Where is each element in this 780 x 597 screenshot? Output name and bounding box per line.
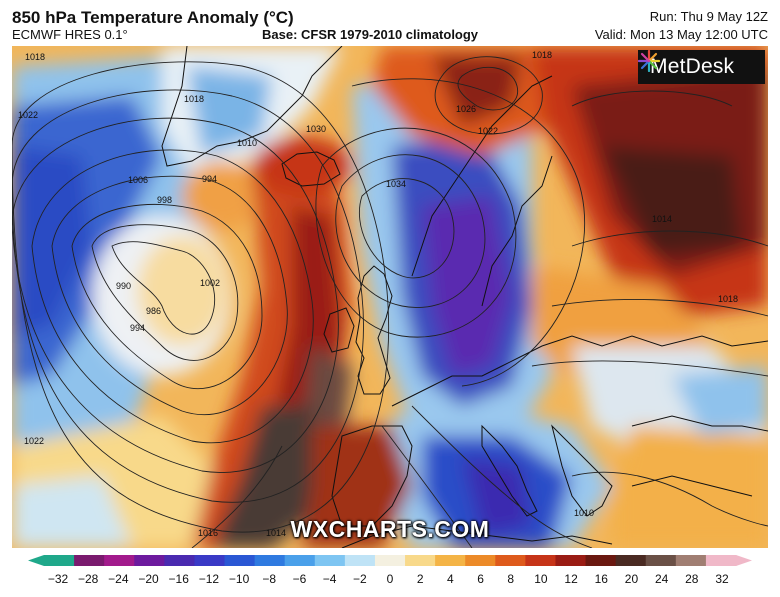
scale-tick-label: 28 <box>685 572 699 586</box>
scale-swatch <box>645 555 677 566</box>
isobar-label: 1018 <box>184 94 204 104</box>
isobars <box>12 56 768 548</box>
scale-swatch <box>44 555 75 566</box>
scale-tick-label: 32 <box>715 572 729 586</box>
scale-swatch <box>675 555 707 566</box>
metdesk-star-icon <box>638 50 660 72</box>
isobar-label: 1002 <box>200 278 220 288</box>
model-label: ECMWF HRES 0.1° <box>12 27 128 42</box>
isobar-label: 1018 <box>532 50 552 60</box>
valid-time-label: Valid: Mon 13 May 12:00 UTC <box>594 27 768 42</box>
isobar-label: 1014 <box>652 214 672 224</box>
isobar-label: 1030 <box>306 124 326 134</box>
color-scale: −32 −28 −24 −20 −16 −12 −10 −8 −6 −4 −2 0 2 4 6 8 10 12 16… <box>0 550 780 597</box>
scale-tick-label: 10 <box>534 572 548 586</box>
scale-swatch <box>74 555 105 566</box>
isobar-label: 1010 <box>237 138 257 148</box>
scale-tick-label: 6 <box>477 572 484 586</box>
scale-swatch <box>555 555 587 566</box>
scale-tick-label: −10 <box>229 572 250 586</box>
scale-tick-label: 20 <box>625 572 639 586</box>
coastlines <box>161 46 768 548</box>
map-field: 1018 1022 1018 1010 994 1006 998 990 986… <box>12 46 768 548</box>
isobar-label: 1018 <box>25 52 45 62</box>
metdesk-logo-text: MetDesk <box>650 55 735 78</box>
metdesk-logo: MetDesk <box>638 50 765 84</box>
isobar-label: 1022 <box>18 110 38 120</box>
scale-swatch <box>705 555 737 566</box>
header: 850 hPa Temperature Anomaly (°C) ECMWF H… <box>0 0 780 46</box>
scale-tick-label: −4 <box>323 572 337 586</box>
anomaly-map: 1018 1022 1018 1010 994 1006 998 990 986… <box>12 46 768 548</box>
isobar-label: 994 <box>130 323 145 333</box>
scale-tick-label: 12 <box>564 572 578 586</box>
scale-tick-label: −32 <box>48 572 69 586</box>
scale-swatch <box>465 555 496 566</box>
scale-tick-label: −28 <box>78 572 99 586</box>
isobar-labels: 1018 1022 1018 1010 994 1006 998 990 986… <box>18 50 738 538</box>
scale-swatch <box>344 555 376 566</box>
isobar-label: 998 <box>157 195 172 205</box>
isobar-label: 990 <box>116 281 131 291</box>
scale-swatch <box>134 555 165 566</box>
scale-arrow-left <box>28 555 44 566</box>
scale-tick-label: −20 <box>138 572 159 586</box>
isobar-label: 1018 <box>718 294 738 304</box>
scale-swatch <box>254 555 286 566</box>
isobar-label: 1034 <box>386 179 406 189</box>
isobar-label: 1006 <box>128 175 148 185</box>
scale-swatch <box>585 555 617 566</box>
scale-swatch <box>435 555 466 566</box>
scale-tick-label: 16 <box>595 572 609 586</box>
scale-tick-label: −12 <box>199 572 220 586</box>
scale-swatch <box>194 555 226 566</box>
isobar-label: 1022 <box>24 436 44 446</box>
scale-swatch <box>314 555 346 566</box>
isobar-label: 1010 <box>574 508 594 518</box>
scale-tick-label: −6 <box>293 572 307 586</box>
isobar-label: 1016 <box>198 528 218 538</box>
scale-tick-label: 0 <box>387 572 394 586</box>
scale-swatch <box>405 555 436 566</box>
isobar-label: 994 <box>202 174 217 184</box>
scale-tick-label: 24 <box>655 572 669 586</box>
base-climatology-label: Base: CFSR 1979-2010 climatology <box>262 27 479 42</box>
scale-tick-label: −24 <box>108 572 129 586</box>
scale-swatch <box>104 555 135 566</box>
scale-tick-label: −2 <box>353 572 367 586</box>
scale-swatch <box>495 555 526 566</box>
run-time-label: Run: Thu 9 May 12Z <box>649 9 768 24</box>
scale-swatch <box>164 555 195 566</box>
isobar-label: 1026 <box>456 104 476 114</box>
isobar-label: 1022 <box>478 126 498 136</box>
scale-tick-label: −16 <box>169 572 190 586</box>
scale-arrow-right <box>736 555 752 566</box>
scale-tick-label: −8 <box>262 572 276 586</box>
scale-tick-label: 8 <box>507 572 514 586</box>
isobar-label: 986 <box>146 306 161 316</box>
wxcharts-watermark: WXCHARTS.COM <box>290 516 490 542</box>
scale-swatch <box>224 555 256 566</box>
scale-swatch <box>525 555 556 566</box>
scale-swatch <box>284 555 316 566</box>
scale-tick-label: 2 <box>417 572 424 586</box>
scale-swatch <box>374 555 406 566</box>
chart-title: 850 hPa Temperature Anomaly (°C) <box>12 8 294 27</box>
isobar-label: 1014 <box>266 528 286 538</box>
scale-swatch <box>615 555 647 566</box>
color-scale-bar: −32 −28 −24 −20 −16 −12 −10 −8 −6 −4 −2 0 2 4 6 8 10 12 16… <box>28 555 752 586</box>
scale-tick-label: 4 <box>447 572 454 586</box>
